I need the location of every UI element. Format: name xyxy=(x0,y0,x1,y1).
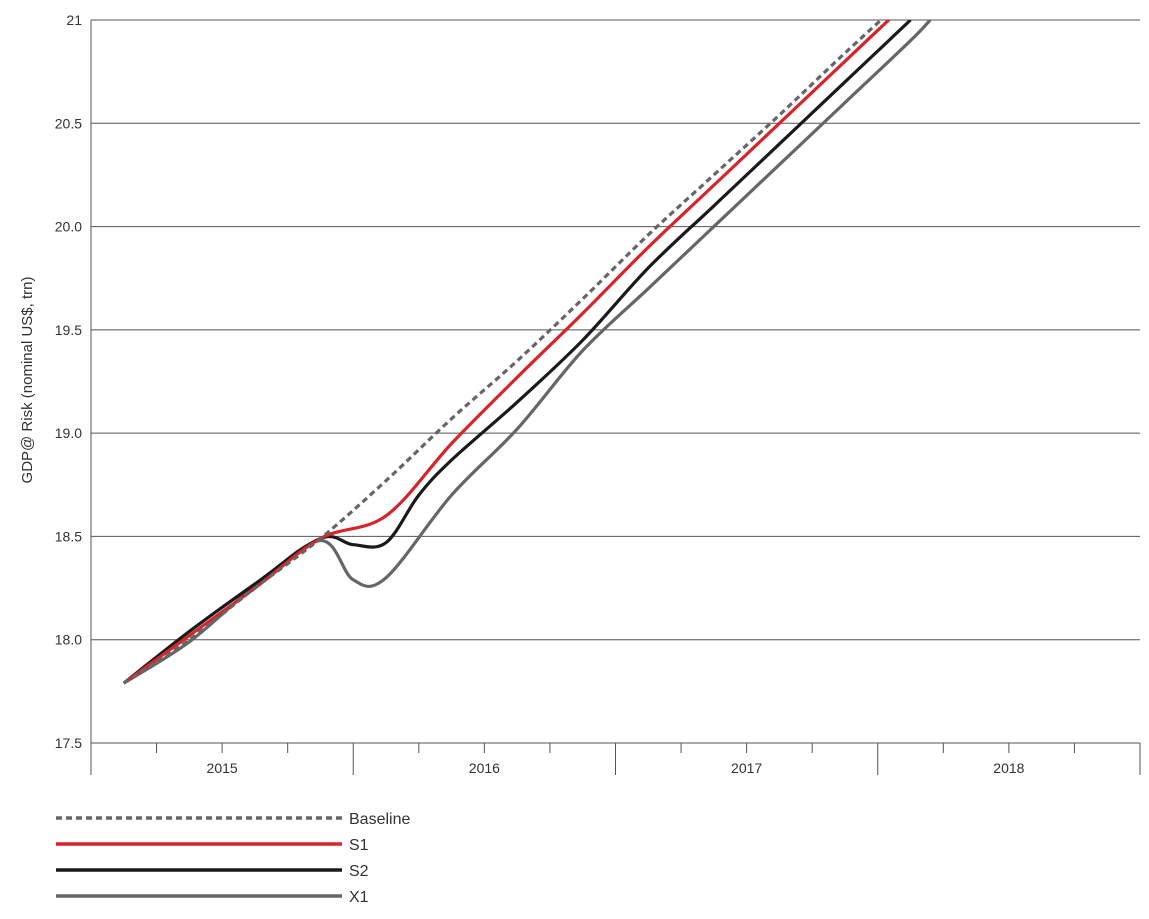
y-tick-label: 18.5 xyxy=(55,528,82,544)
x-tick-label: 2018 xyxy=(993,760,1024,776)
series-layer xyxy=(122,20,932,685)
x-tick-label: 2015 xyxy=(207,760,238,776)
axis-layer: 17.5 18.0 18.5 19.0 19.5 20.0 20.5 21 2015 2016 20… xyxy=(55,12,1141,776)
x-tick-label: 2016 xyxy=(469,760,500,776)
y-tick-label: 20.5 xyxy=(55,115,82,131)
y-tick-label: 18.0 xyxy=(55,632,82,648)
legend-label-x1: X1 xyxy=(349,889,369,906)
y-tick-label: 21 xyxy=(66,12,82,28)
legend-label-baseline: Baseline xyxy=(349,811,410,828)
series-line-baseline xyxy=(122,20,884,685)
y-tick-label: 19.5 xyxy=(55,322,82,338)
y-tick-label: 17.5 xyxy=(55,735,82,751)
y-tick-label: 20.0 xyxy=(55,219,82,235)
series-line-s1 xyxy=(122,20,892,685)
legend-label-s1: S1 xyxy=(349,837,369,854)
legend-label-s2: S2 xyxy=(349,863,369,880)
y-tick-label: 19.0 xyxy=(55,425,82,441)
y-axis-title: GDP@ Risk (nominal US$, trn) xyxy=(19,277,36,484)
series-line-s2 xyxy=(122,20,912,685)
grid-layer xyxy=(91,19,1140,744)
x-tick-label: 2017 xyxy=(731,760,762,776)
legend: Baseline S1 S2 X1 xyxy=(56,811,410,906)
